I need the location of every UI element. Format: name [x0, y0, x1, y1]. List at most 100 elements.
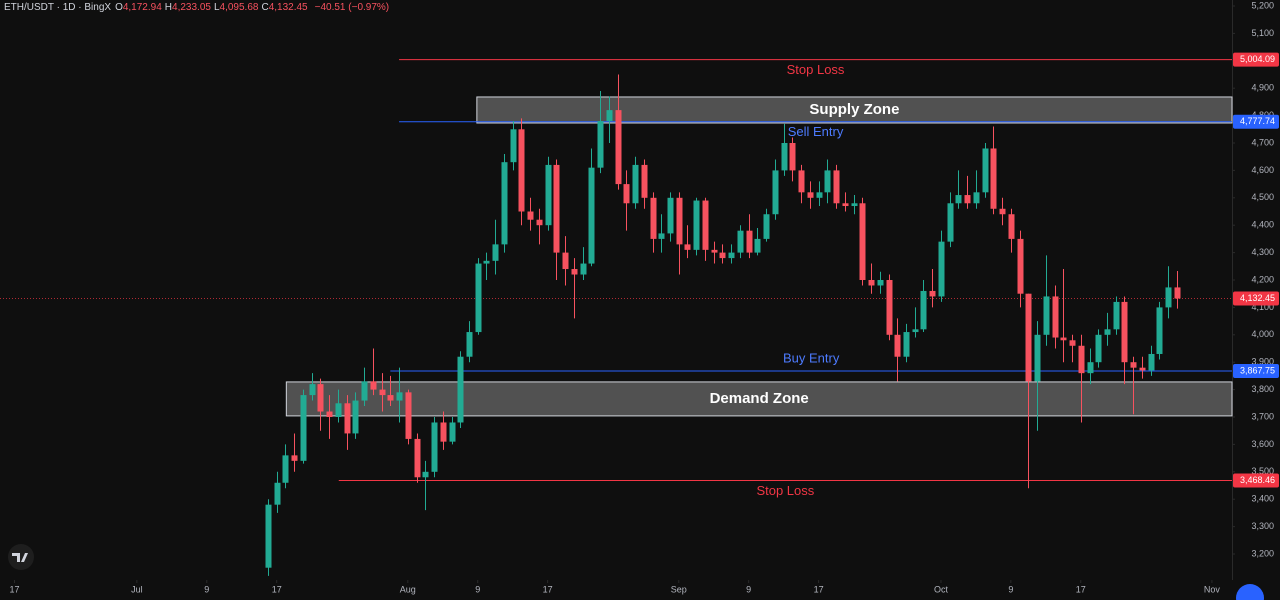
x-tick-label: 9	[204, 584, 209, 594]
candle-body	[545, 164, 552, 226]
x-tick-label: Sep	[671, 584, 687, 594]
candle-body	[597, 121, 604, 168]
candle-body	[309, 384, 316, 396]
x-tick-label: Aug	[400, 584, 416, 594]
candle-body	[702, 200, 709, 250]
candle-body	[929, 290, 936, 297]
candle-body	[877, 279, 884, 286]
candle-body	[518, 129, 525, 212]
symbol-header: ETH/USDT · 1D · BingX O4,172.94 H4,233.05…	[4, 0, 392, 14]
candle-body	[973, 192, 980, 204]
candle-body	[326, 411, 333, 417]
zone	[285, 381, 1233, 417]
price-box	[1233, 473, 1279, 488]
candle-body	[746, 230, 753, 253]
x-tick-label: Nov	[1204, 584, 1221, 594]
candle-body	[370, 381, 377, 390]
candle-body	[492, 244, 499, 261]
candle-body	[580, 263, 587, 275]
candle-body	[868, 279, 875, 286]
change: −40.51 (−0.97%)	[314, 1, 390, 13]
price-box	[1233, 114, 1279, 129]
symbol: ETH/USDT · 1D · BingX	[4, 1, 112, 13]
candle-body	[466, 332, 473, 357]
candle-body	[361, 381, 368, 401]
scroll-button[interactable]	[1236, 584, 1264, 600]
candle-body	[851, 203, 858, 207]
candle-body	[571, 269, 578, 275]
candle-body	[352, 400, 359, 434]
candle-body	[1034, 334, 1041, 382]
x-tick-label: 17	[10, 584, 20, 594]
candle-body	[990, 148, 997, 209]
y-tick-label: 4,000	[1251, 329, 1274, 339]
candle-body	[1156, 307, 1163, 354]
y-tick-label: 4,400	[1251, 220, 1274, 230]
x-tick-label: Oct	[934, 584, 949, 594]
price-box	[1233, 291, 1279, 306]
y-tick-label: 4,200	[1251, 274, 1274, 284]
x-tick-label: 17	[272, 584, 282, 594]
ohlc-value: 4,095.68	[219, 1, 259, 13]
candle-body	[833, 170, 840, 204]
x-tick-label: 9	[1008, 584, 1013, 594]
y-tick-label: 4,500	[1251, 192, 1274, 202]
candle-body	[816, 192, 823, 198]
zone-label: Supply Zone	[809, 101, 899, 118]
x-tick-label: 17	[814, 584, 824, 594]
candle-body	[676, 197, 683, 245]
zone	[476, 96, 1233, 124]
candle-body	[1087, 362, 1094, 374]
candle-body	[650, 197, 657, 239]
candle-body	[623, 184, 630, 204]
price-box-label: 3,867.75	[1240, 365, 1275, 375]
candle-body	[396, 392, 403, 401]
candle-body	[1148, 353, 1155, 371]
ohlc-value: 4,172.94	[122, 1, 162, 13]
y-tick-label: 3,800	[1251, 384, 1274, 394]
candle-body	[1043, 296, 1050, 335]
y-tick-label: 4,900	[1251, 83, 1274, 93]
price-box-label: 3,468.46	[1240, 475, 1275, 485]
y-tick-label: 3,500	[1251, 466, 1274, 476]
candle-body	[772, 170, 779, 215]
candle-body	[606, 110, 613, 122]
candle-body	[789, 142, 796, 171]
y-tick-label: 5,200	[1251, 0, 1274, 10]
candle-body	[1165, 287, 1172, 308]
candle-body	[440, 422, 447, 442]
candle-body	[754, 238, 761, 253]
level-label: Sell Entry	[788, 124, 844, 139]
price-box	[1233, 364, 1279, 379]
candle-body	[553, 164, 560, 253]
candle-body	[728, 252, 735, 259]
candle-body	[414, 438, 421, 478]
candle-body	[291, 455, 298, 461]
candle-body	[536, 219, 543, 226]
candle-body	[824, 170, 831, 193]
candle-body	[475, 263, 482, 333]
y-tick-label: 3,300	[1251, 521, 1274, 531]
candle-body	[431, 422, 438, 472]
candle-body	[711, 249, 718, 253]
ohlc: O4,172.94 H4,233.05 L4,095.68 C4,132.45	[115, 2, 311, 13]
ohlc-key: O	[115, 1, 123, 13]
candle-body	[886, 279, 893, 335]
candle-body	[1052, 296, 1059, 338]
candle-body	[1078, 345, 1085, 374]
y-tick-label: 3,600	[1251, 439, 1274, 449]
candle-body	[920, 290, 927, 330]
candle-body	[1060, 337, 1067, 341]
candle-body	[684, 244, 691, 250]
candle-body	[265, 504, 272, 568]
y-tick-label: 3,200	[1251, 548, 1274, 558]
y-tick-label: 4,100	[1251, 302, 1274, 312]
y-tick-label: 3,900	[1251, 357, 1274, 367]
candle-body	[781, 142, 788, 171]
y-tick-label: 4,600	[1251, 165, 1274, 175]
candle-body	[501, 162, 508, 245]
level-label: Stop Loss	[787, 62, 845, 77]
price-box-label: 4,777.74	[1240, 116, 1275, 126]
